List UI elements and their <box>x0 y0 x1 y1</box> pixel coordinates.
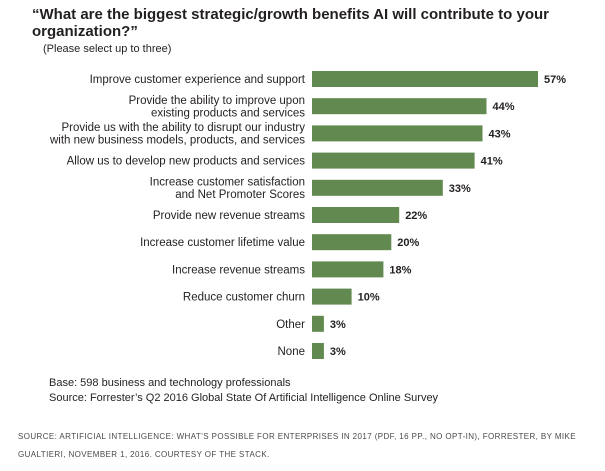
bar <box>312 125 483 142</box>
footer-band <box>0 418 605 471</box>
category-label-line: Provide the ability to improve upon <box>129 95 305 107</box>
chart-title: “What are the biggest strategic/growth b… <box>32 6 549 40</box>
data-label: 41% <box>481 156 503 168</box>
category-label-line: None <box>278 346 306 358</box>
category-label-line: Improve customer experience and support <box>90 74 306 86</box>
bar <box>312 315 324 332</box>
category-label-line: Allow us to develop new products and ser… <box>67 156 306 168</box>
category-label-line: Increase customer satisfaction <box>150 177 305 189</box>
data-label: 33% <box>449 183 471 195</box>
category-label-line: Provide us with the ability to disrupt o… <box>61 122 305 134</box>
category-label-line: Provide new revenue streams <box>153 210 305 222</box>
base-note: Base: 598 business and technology profes… <box>49 377 291 389</box>
data-label: 10% <box>358 292 380 304</box>
chart-notes: Base: 598 business and technology profes… <box>49 376 438 406</box>
bar <box>312 207 400 223</box>
category-label: Allow us to develop new products and ser… <box>67 156 306 168</box>
data-label: 3% <box>330 346 346 358</box>
bar <box>312 152 475 169</box>
data-label: 43% <box>489 128 511 140</box>
category-label-line: existing products and services <box>151 108 305 120</box>
data-label: 57% <box>544 74 566 86</box>
bar <box>312 98 487 115</box>
bar <box>312 343 324 359</box>
chart-subtitle: (Please select up to three) <box>43 43 172 55</box>
category-label: None <box>278 346 306 358</box>
category-label: Provide new revenue streams <box>153 210 305 222</box>
category-label: Other <box>276 319 305 331</box>
category-label-line: Other <box>276 319 305 331</box>
category-label: Provide the ability to improve upon exist… <box>129 95 306 120</box>
category-label: Reduce customer churn <box>183 292 305 304</box>
category-label: Increase customer lifetime value <box>140 237 305 249</box>
category-label-line: and Net Promoter Scores <box>175 189 305 201</box>
source-note: Source: Forrester’s Q2 2016 Global State… <box>49 392 439 404</box>
data-label: 20% <box>397 237 419 249</box>
data-label: 3% <box>330 319 346 331</box>
data-label: 22% <box>405 210 427 222</box>
bar <box>312 288 352 305</box>
category-label: Provide us with the ability to disrupt o… <box>49 122 305 147</box>
category-label-line: with new business models, products, and … <box>49 135 305 147</box>
category-label: Increase revenue streams <box>172 264 305 276</box>
bar <box>312 261 384 278</box>
bar <box>312 234 392 251</box>
data-label: 18% <box>389 264 411 276</box>
bar <box>312 71 538 87</box>
category-label: Improve customer experience and support <box>90 74 306 86</box>
category-label-line: Increase revenue streams <box>172 264 305 276</box>
category-label-line: Reduce customer churn <box>183 292 305 304</box>
category-label: Increase customer satisfaction and Net Pr… <box>150 177 306 202</box>
data-label: 44% <box>493 101 515 113</box>
image-credit: SOURCE: ARTIFICIAL INTELLIGENCE: WHAT’S … <box>18 432 577 459</box>
bar <box>312 179 443 196</box>
category-label-line: Increase customer lifetime value <box>140 237 305 249</box>
